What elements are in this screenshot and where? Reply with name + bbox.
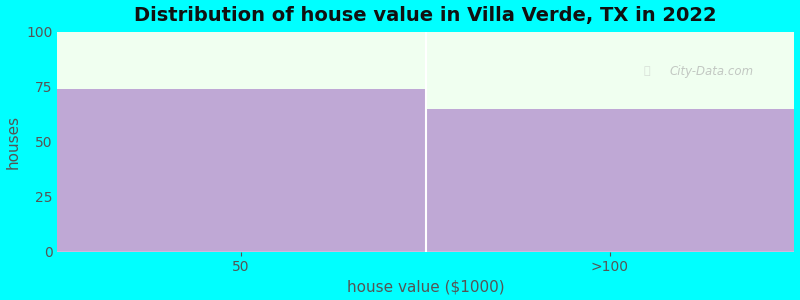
Title: Distribution of house value in Villa Verde, TX in 2022: Distribution of house value in Villa Ver… <box>134 6 717 25</box>
Bar <box>57 89 426 252</box>
Y-axis label: houses: houses <box>6 115 21 169</box>
X-axis label: house value ($1000): house value ($1000) <box>346 279 504 294</box>
Text: 🔍: 🔍 <box>643 66 650 76</box>
Text: City-Data.com: City-Data.com <box>669 65 753 78</box>
Bar <box>426 109 794 252</box>
